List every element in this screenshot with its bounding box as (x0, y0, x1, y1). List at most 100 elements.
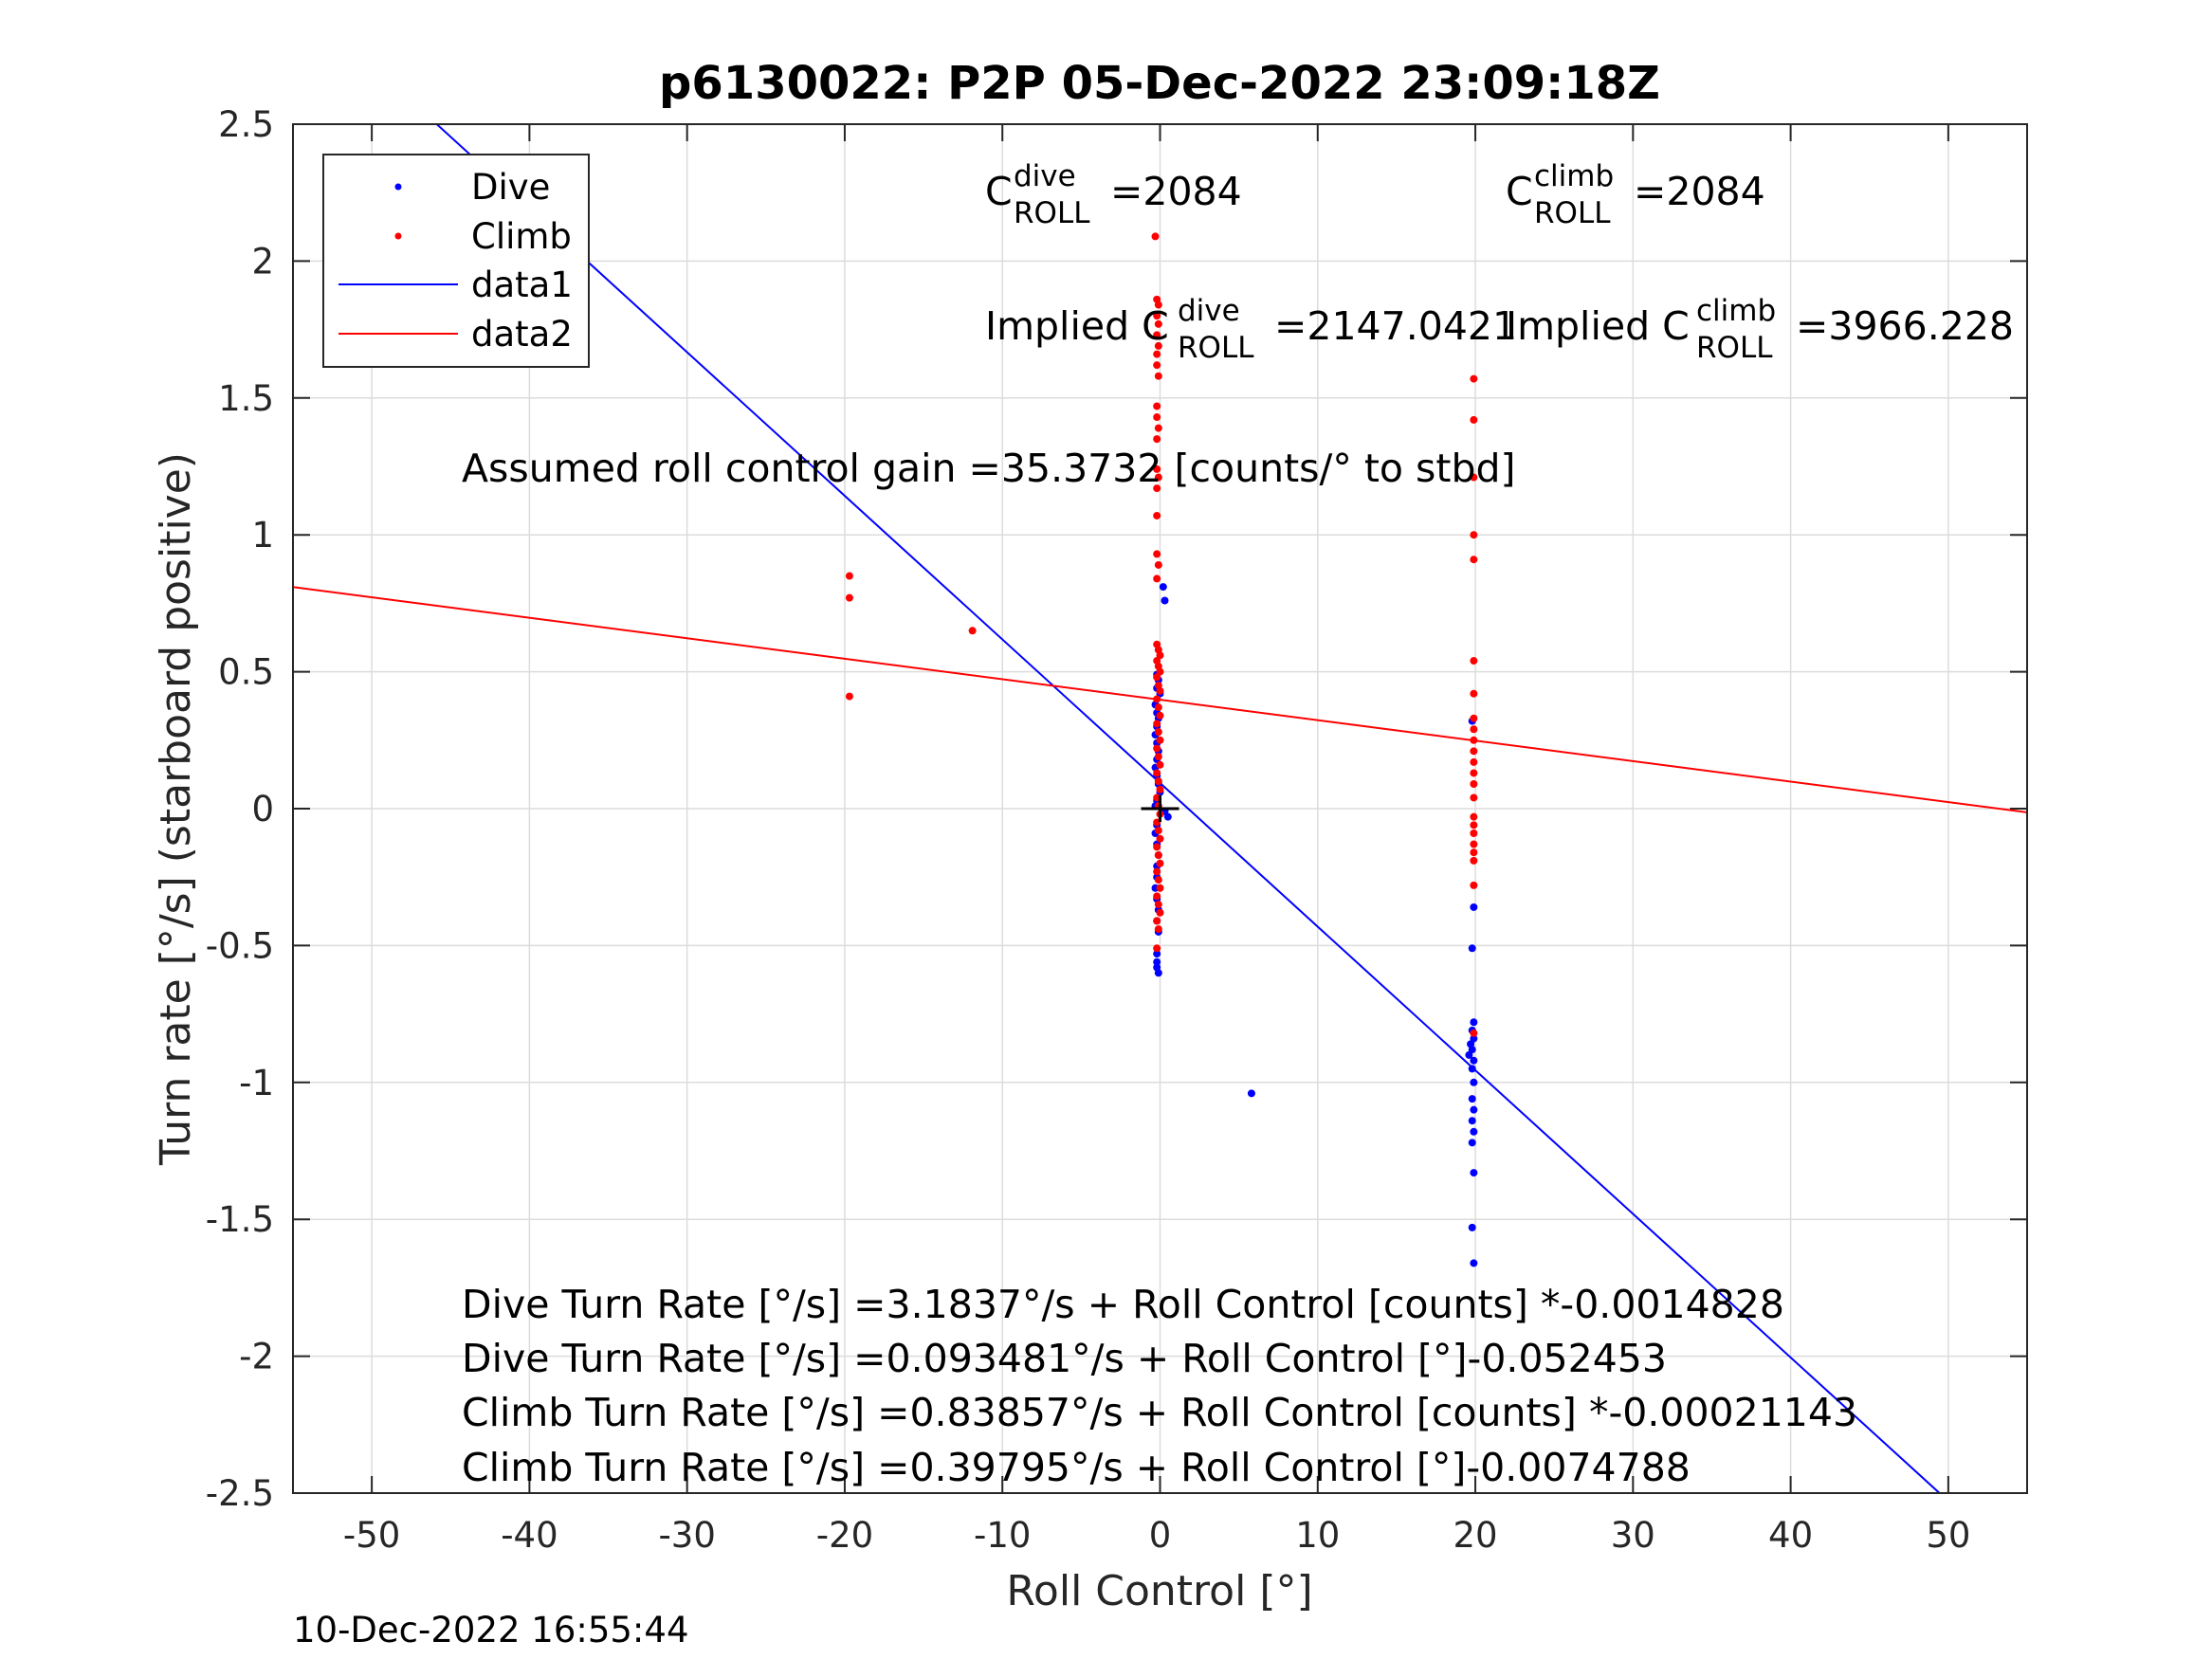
point-climb (1153, 413, 1161, 422)
scatter-points (845, 232, 1478, 1267)
point-climb (845, 593, 853, 602)
point-climb (1154, 424, 1162, 432)
point-climb (1154, 560, 1162, 569)
point-climb (1470, 747, 1478, 756)
point-dive (1468, 1095, 1476, 1103)
point-climb (1156, 859, 1164, 867)
point-dive (1470, 1018, 1478, 1027)
implied-dive-sup: dive (1178, 294, 1240, 328)
roll-gain-annotation: Assumed roll control gain =35.3732 [coun… (462, 446, 1516, 491)
c-roll-climb-prefix: C (1506, 169, 1533, 214)
point-climb (845, 572, 853, 580)
x-tick-label: 50 (1926, 1515, 1970, 1556)
c-roll-dive-annotation: C dive ROLL =2084 (985, 150, 1242, 232)
x-axis-label: Roll Control [°] (1006, 1567, 1312, 1615)
point-climb (1470, 736, 1478, 744)
point-climb (1470, 689, 1478, 698)
x-tick-label: 0 (1149, 1515, 1172, 1556)
y-tick-label: -1 (239, 1063, 274, 1103)
point-dive (1468, 1117, 1476, 1125)
equation-line: Dive Turn Rate [°/s] =0.093481°/s + Roll… (462, 1336, 1667, 1381)
x-tick-label: -40 (501, 1515, 558, 1556)
point-climb (1470, 829, 1478, 837)
x-tick-label: 20 (1453, 1515, 1497, 1556)
y-tick-label: 1 (251, 515, 274, 556)
point-climb (1153, 695, 1161, 703)
point-climb (1154, 753, 1162, 761)
origin-crosshair (1141, 795, 1179, 822)
point-climb (1153, 944, 1161, 953)
legend-climb-label: Climb (471, 216, 572, 257)
y-tick-label: -2 (239, 1337, 274, 1377)
point-climb (1470, 812, 1478, 821)
implied-climb-prefix: Implied C (1506, 303, 1690, 349)
c-roll-dive-prefix: C (985, 169, 1013, 214)
axes-box (292, 123, 2028, 1494)
legend-data1-label: data1 (471, 264, 573, 305)
equation-line: Dive Turn Rate [°/s] =3.1837°/s + Roll C… (462, 1282, 1784, 1327)
point-climb (1154, 827, 1162, 835)
point-dive (1470, 1259, 1478, 1267)
y-tick-label: 2 (251, 241, 274, 282)
implied-climb-sub: ROLL (1696, 331, 1773, 365)
point-climb (1470, 473, 1478, 482)
point-climb (1154, 372, 1162, 380)
point-dive (1153, 957, 1161, 966)
implied-c-roll-climb-annotation: Implied C climb ROLL =3966.228 (1506, 284, 2014, 367)
point-climb (1470, 374, 1478, 383)
point-climb (1151, 232, 1160, 241)
legend-climb-marker (394, 232, 402, 240)
point-dive (1159, 583, 1167, 592)
point-climb (1153, 465, 1161, 473)
chart-title: p6130022: P2P 05-Dec-2022 23:09:18Z (659, 57, 1660, 110)
point-dive (1468, 1065, 1476, 1073)
point-climb (1154, 319, 1162, 328)
point-dive (1468, 944, 1476, 953)
y-tick-label: -2.5 (206, 1473, 274, 1514)
y-tick-label: 0 (251, 789, 274, 830)
y-tick-label: -1.5 (206, 1199, 274, 1240)
point-climb (1153, 744, 1161, 753)
point-climb (1470, 780, 1478, 789)
point-dive (1470, 1078, 1478, 1086)
point-climb (1470, 415, 1478, 424)
point-climb (1154, 876, 1162, 884)
x-tick-label: 30 (1611, 1515, 1655, 1556)
point-climb (1153, 331, 1161, 339)
point-climb (1153, 550, 1161, 558)
point-dive (1153, 950, 1161, 958)
implied-climb-sup: climb (1696, 294, 1776, 328)
point-dive (1468, 1046, 1476, 1054)
implied-dive-prefix: Implied C (985, 303, 1169, 349)
point-climb (1154, 341, 1162, 350)
footer-timestamp: 10-Dec-2022 16:55:44 (293, 1610, 688, 1650)
point-climb (1470, 840, 1478, 848)
legend: Dive Climb data1 data2 (322, 154, 590, 368)
point-dive (1468, 1223, 1476, 1231)
point-dive (1470, 1105, 1478, 1114)
point-climb (1156, 667, 1164, 676)
x-tick-label: 10 (1295, 1515, 1340, 1556)
x-tick-label: -20 (816, 1515, 873, 1556)
point-climb (1470, 881, 1478, 889)
point-climb (1153, 673, 1161, 682)
point-dive (1470, 1127, 1478, 1136)
point-climb (1153, 402, 1161, 410)
x-tick-label: -30 (658, 1515, 715, 1556)
point-climb (1156, 686, 1164, 695)
point-climb (1156, 651, 1164, 660)
point-climb (1470, 793, 1478, 802)
equation-line: Climb Turn Rate [°/s] =0.39795°/s + Roll… (462, 1445, 1691, 1490)
point-climb (1154, 851, 1162, 860)
point-climb (1154, 703, 1162, 712)
point-climb (1470, 821, 1478, 830)
point-climb (1470, 757, 1478, 766)
point-climb (1153, 511, 1161, 520)
point-climb (968, 627, 977, 635)
point-dive (1468, 1139, 1476, 1147)
point-climb (1156, 736, 1164, 744)
point-climb (1154, 728, 1162, 737)
point-dive (1470, 1056, 1478, 1065)
c-roll-climb-annotation: C climb ROLL =2084 (1506, 150, 1765, 232)
